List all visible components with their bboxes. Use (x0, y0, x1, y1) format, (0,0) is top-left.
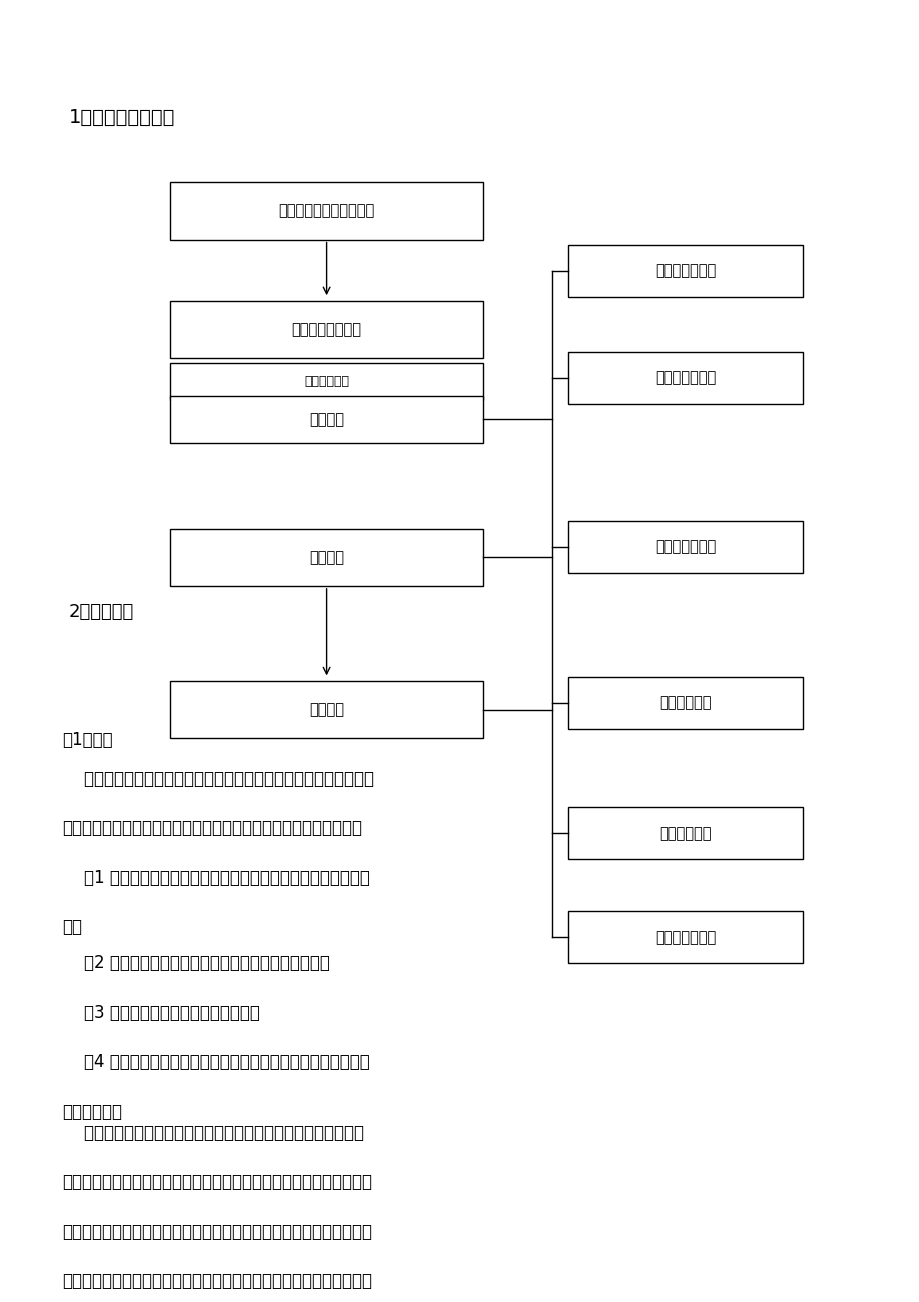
Text: 行适当调整。: 行适当调整。 (62, 1103, 122, 1121)
Text: 一般树木的栽植: 一般树木的栽植 (654, 263, 715, 279)
Text: 显；: 显； (62, 918, 83, 936)
Bar (568, 677, 801, 729)
Text: 风景树木的栽植: 风景树木的栽植 (654, 370, 715, 385)
Bar (568, 807, 801, 859)
Text: （2 设坑定点时应标明中心点位置，树坑应标明边线；: （2 设坑定点时应标明中心点位置，树坑应标明边线； (62, 954, 329, 973)
Text: 开挖树坑的大小，应根据苗木根系、土球直径和土壤情况而定。: 开挖树坑的大小，应根据苗木根系、土球直径和土壤情况而定。 (62, 1124, 363, 1142)
Text: 施工测量放线: 施工测量放线 (304, 375, 348, 388)
Bar (568, 911, 801, 963)
Text: 非常规绿化施工: 非常规绿化施工 (654, 930, 715, 945)
Bar (568, 352, 801, 404)
Bar (170, 182, 482, 240)
Text: 树坑质量好坏，将直接影响植株的成活和生长。在坑穴挖掘前，应: 树坑质量好坏，将直接影响植株的成活和生长。在坑穴挖掘前，应 (62, 769, 373, 788)
Text: （3 定点标志应标明树种名称、规格；: （3 定点标志应标明树种名称、规格； (62, 1004, 259, 1022)
Bar (568, 245, 801, 297)
Bar (170, 396, 482, 443)
Text: 2．施工准备: 2．施工准备 (69, 603, 134, 621)
Text: 水生植物的栽植: 水生植物的栽植 (654, 539, 715, 555)
Text: （1树坑的: （1树坑的 (62, 730, 113, 749)
Text: 收尾工程: 收尾工程 (309, 702, 344, 717)
Bar (170, 363, 482, 400)
Bar (568, 521, 801, 573)
Bar (170, 301, 482, 358)
Text: （1 树坑定点放线应符合设计图纸要求，位置必须准确，标记明: （1 树坑定点放线应符合设计图纸要求，位置必须准确，标记明 (62, 868, 369, 887)
Text: 施工准备与临时设施工程: 施工准备与临时设施工程 (278, 203, 374, 219)
Text: 种植工程: 种植工程 (309, 411, 344, 427)
Text: 平整建设场地工程: 平整建设场地工程 (291, 322, 361, 337)
Text: 道路绿化施工: 道路绿化施工 (658, 695, 711, 711)
Text: 按规定的尺寸，沿四周垂直向下挖穴。如果坑内土质差或瓦砾多，则要: 按规定的尺寸，沿四周垂直向下挖穴。如果坑内土质差或瓦砾多，则要 (62, 1173, 372, 1191)
Bar (170, 681, 482, 738)
Text: 垂直绿化施工: 垂直绿化施工 (658, 825, 711, 841)
Text: 底垫一层基肥。基肥一定要经过充分腐熟的有机肥，如堆肥、厩肥等。: 底垫一层基肥。基肥一定要经过充分腐熟的有机肥，如堆肥、厩肥等。 (62, 1272, 372, 1290)
Text: 1．施工工艺流程图: 1．施工工艺流程图 (69, 108, 176, 126)
Text: 求清除瓦砾垃圾，最好是更换打捞土。如果种植土太贫瘠，就先要在穴: 求清除瓦砾垃圾，最好是更换打捞土。如果种植土太贫瘠，就先要在穴 (62, 1223, 372, 1241)
Bar (170, 529, 482, 586)
Text: （4 树坑定点遇有障碍影响株距时，应与设计单位取得联系，进: （4 树坑定点遇有障碍影响株距时，应与设计单位取得联系，进 (62, 1053, 369, 1072)
Text: 向有关单位了解地下管线和隐蔽物埋设情况。坑穴定点放线注意事项: 向有关单位了解地下管线和隐蔽物埋设情况。坑穴定点放线注意事项 (62, 819, 362, 837)
Text: 养护管理: 养护管理 (309, 549, 344, 565)
